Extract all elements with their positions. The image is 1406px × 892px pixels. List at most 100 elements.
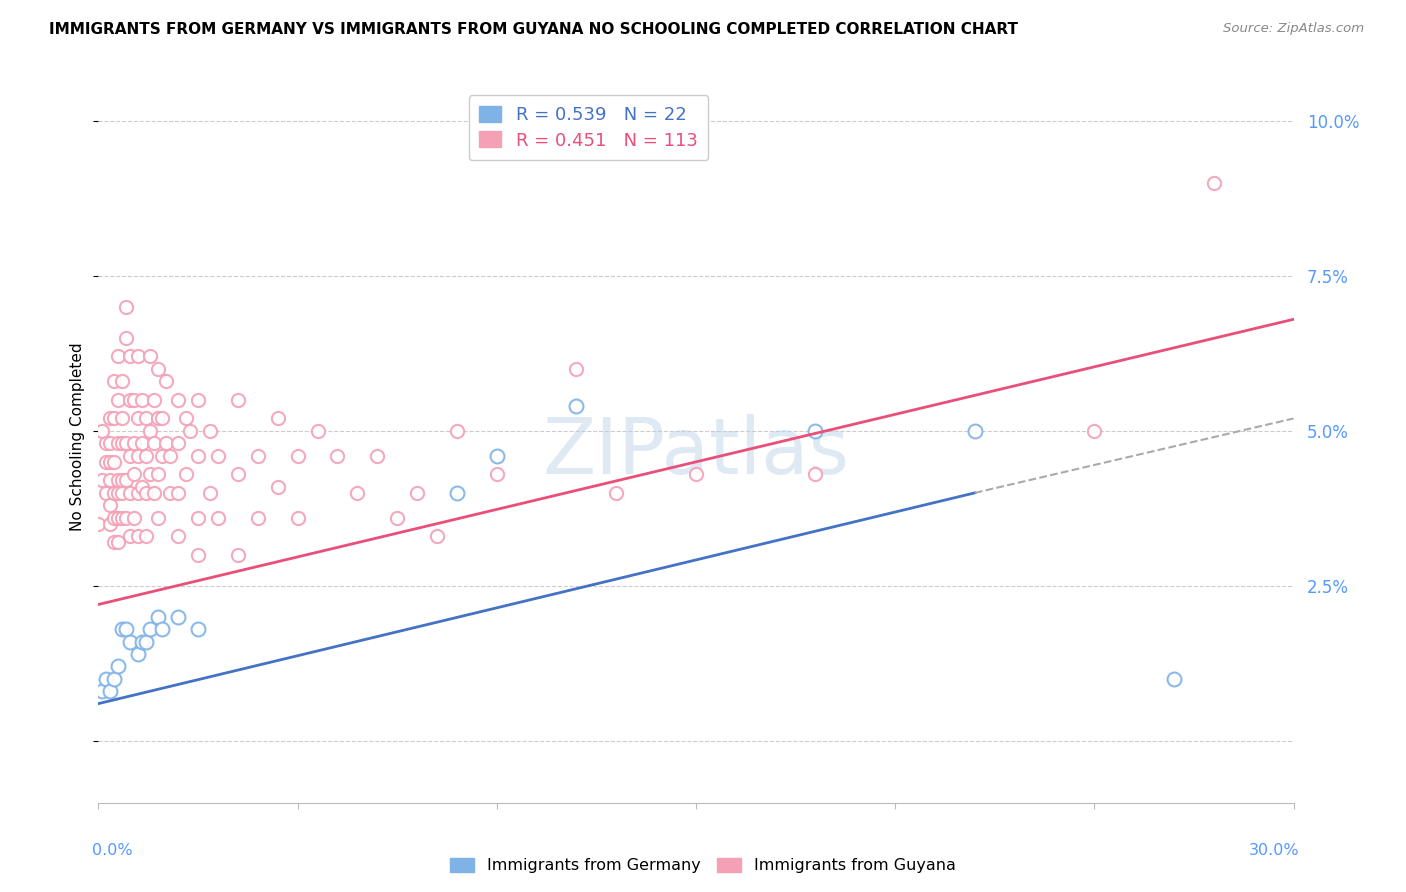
Point xyxy=(120,449,142,463)
Y-axis label: No Schooling Completed: No Schooling Completed xyxy=(70,343,86,532)
Point xyxy=(103,455,125,469)
Point xyxy=(226,467,249,482)
Point xyxy=(187,392,209,407)
Point xyxy=(98,498,122,512)
Text: IMMIGRANTS FROM GERMANY VS IMMIGRANTS FROM GUYANA NO SCHOOLING COMPLETED CORRELA: IMMIGRANTS FROM GERMANY VS IMMIGRANTS FR… xyxy=(49,22,1018,37)
Point xyxy=(346,486,368,500)
Point xyxy=(326,449,349,463)
Point xyxy=(139,350,162,364)
Point xyxy=(155,436,177,450)
Point xyxy=(91,424,114,438)
Point xyxy=(96,455,118,469)
Point xyxy=(103,486,125,500)
Point xyxy=(131,392,153,407)
Point xyxy=(187,510,209,524)
Point xyxy=(98,436,122,450)
Point xyxy=(135,486,157,500)
Point xyxy=(107,659,129,673)
Point xyxy=(131,436,153,450)
Text: Source: ZipAtlas.com: Source: ZipAtlas.com xyxy=(1223,22,1364,36)
Point xyxy=(267,411,290,425)
Point xyxy=(246,449,269,463)
Point xyxy=(150,449,173,463)
Point xyxy=(287,449,309,463)
Point xyxy=(103,374,125,388)
Point xyxy=(246,510,269,524)
Point xyxy=(167,610,190,624)
Point xyxy=(96,486,118,500)
Text: 0.0%: 0.0% xyxy=(93,843,134,858)
Point xyxy=(127,449,149,463)
Point xyxy=(143,436,166,450)
Point xyxy=(148,411,170,425)
Point xyxy=(167,436,190,450)
Point xyxy=(120,350,142,364)
Point xyxy=(87,516,110,531)
Point xyxy=(115,474,138,488)
Point xyxy=(148,467,170,482)
Point xyxy=(111,411,134,425)
Point xyxy=(107,535,129,549)
Point xyxy=(98,411,122,425)
Point xyxy=(385,510,409,524)
Point xyxy=(107,510,129,524)
Point xyxy=(127,350,149,364)
Point xyxy=(287,510,309,524)
Point xyxy=(115,300,138,314)
Legend: Immigrants from Germany, Immigrants from Guyana: Immigrants from Germany, Immigrants from… xyxy=(444,851,962,880)
Point xyxy=(107,350,129,364)
Point xyxy=(565,362,588,376)
Point xyxy=(139,467,162,482)
Point xyxy=(103,510,125,524)
Point xyxy=(148,610,170,624)
Point xyxy=(139,424,162,438)
Point xyxy=(103,672,125,686)
Point xyxy=(143,392,166,407)
Point xyxy=(565,399,588,413)
Point xyxy=(98,684,122,698)
Point xyxy=(91,684,114,698)
Point xyxy=(406,486,429,500)
Point xyxy=(98,474,122,488)
Point xyxy=(1163,672,1185,686)
Point xyxy=(96,672,118,686)
Point xyxy=(485,449,508,463)
Point xyxy=(115,436,138,450)
Point xyxy=(127,486,149,500)
Point xyxy=(150,411,173,425)
Point xyxy=(103,411,125,425)
Point xyxy=(605,486,627,500)
Point xyxy=(115,622,138,636)
Point xyxy=(111,474,134,488)
Point xyxy=(124,436,146,450)
Point xyxy=(115,510,138,524)
Point xyxy=(91,474,114,488)
Point xyxy=(150,622,173,636)
Point xyxy=(148,510,170,524)
Point xyxy=(267,480,290,494)
Point xyxy=(120,529,142,543)
Point xyxy=(174,411,197,425)
Point xyxy=(111,486,134,500)
Text: ZIPatlas: ZIPatlas xyxy=(543,414,849,490)
Point xyxy=(446,424,468,438)
Point xyxy=(124,510,146,524)
Point xyxy=(111,374,134,388)
Point xyxy=(207,449,229,463)
Point xyxy=(131,634,153,648)
Point xyxy=(167,529,190,543)
Text: 30.0%: 30.0% xyxy=(1249,843,1299,858)
Point xyxy=(120,486,142,500)
Point xyxy=(107,486,129,500)
Point xyxy=(207,510,229,524)
Point xyxy=(148,362,170,376)
Point xyxy=(159,449,181,463)
Point xyxy=(685,467,707,482)
Point xyxy=(124,467,146,482)
Point xyxy=(167,486,190,500)
Point xyxy=(1202,176,1225,190)
Point xyxy=(198,486,221,500)
Point xyxy=(107,474,129,488)
Point xyxy=(135,634,157,648)
Point xyxy=(307,424,329,438)
